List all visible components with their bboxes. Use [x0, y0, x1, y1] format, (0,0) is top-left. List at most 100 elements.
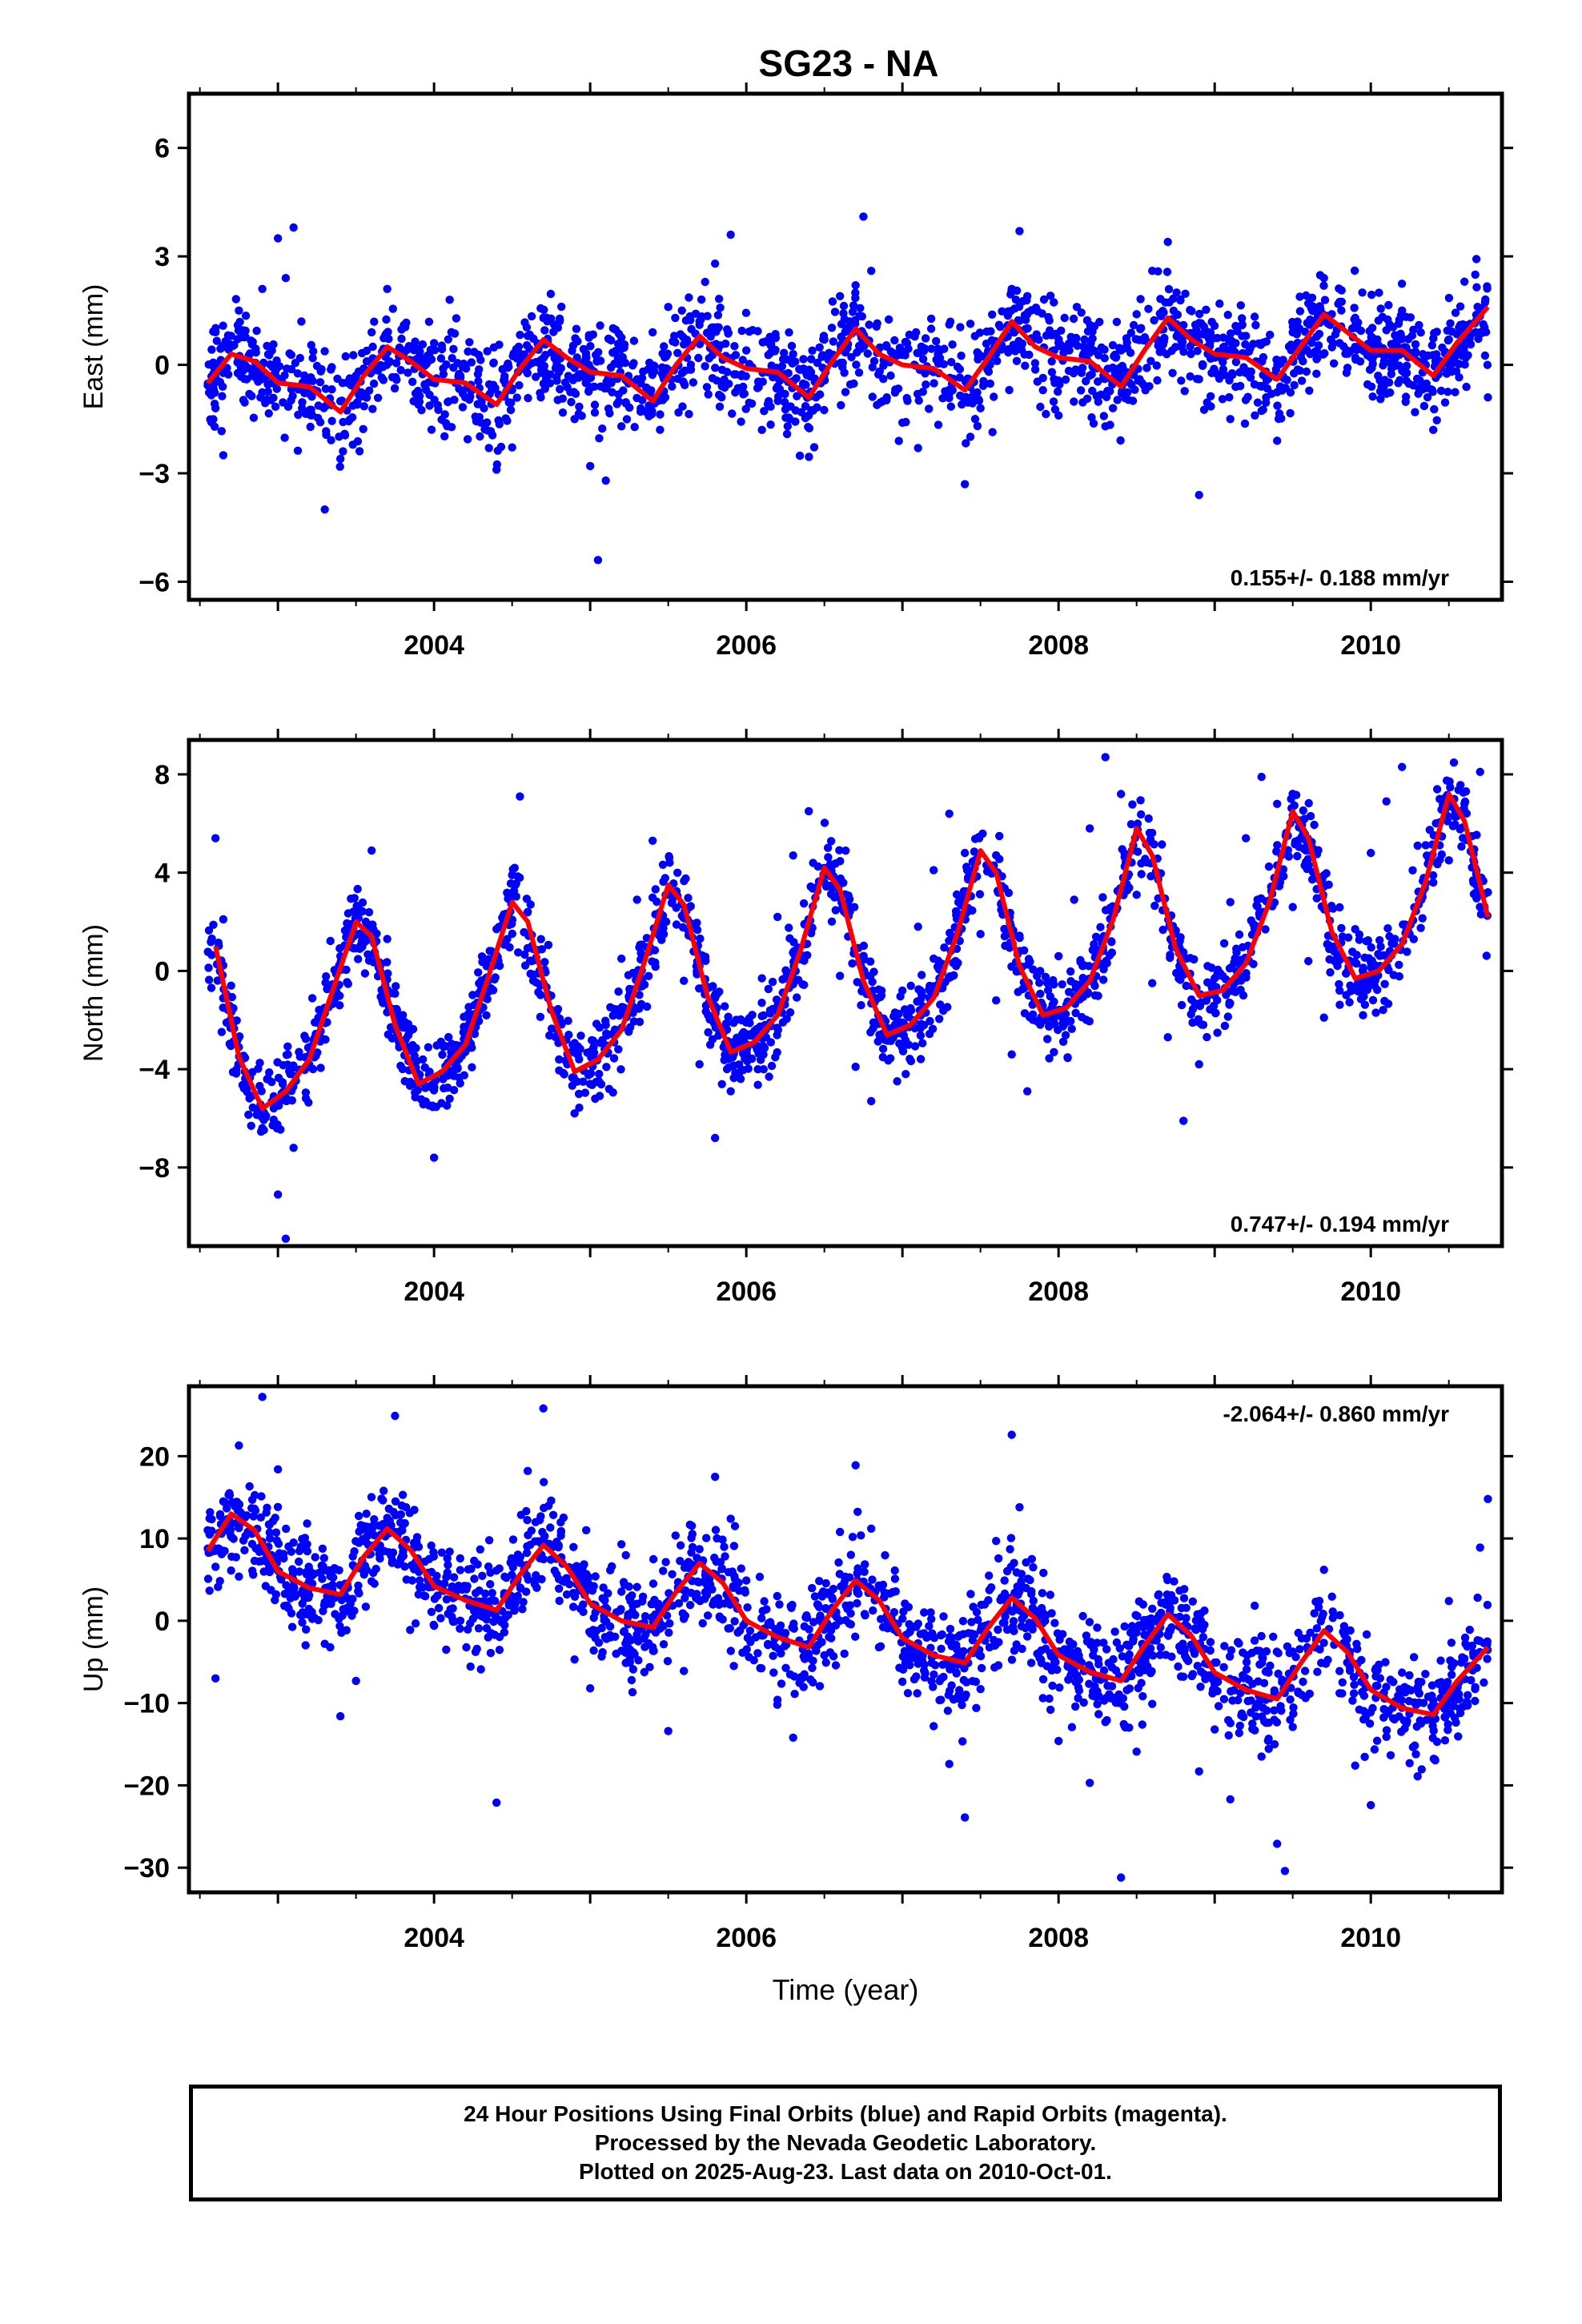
up-point [1381, 1658, 1390, 1667]
east-data-point [460, 393, 470, 402]
up-point [554, 1542, 563, 1552]
east-point [1302, 291, 1311, 300]
east-point [713, 311, 723, 320]
up-point [853, 1507, 862, 1517]
east-point [340, 431, 350, 440]
north-point [759, 1011, 768, 1020]
up-point [1465, 1626, 1475, 1634]
east-data-point [429, 339, 439, 348]
east-point [249, 413, 259, 422]
east-point [1350, 266, 1359, 275]
east-point [209, 415, 218, 424]
east-point [741, 404, 750, 413]
north-point [503, 935, 512, 943]
east-point [956, 323, 965, 332]
north-point [1182, 981, 1191, 991]
east-point [753, 377, 763, 386]
east-point [1376, 395, 1385, 404]
east-point [714, 390, 724, 400]
north-point [1333, 961, 1342, 971]
east-point [299, 371, 309, 380]
north-point [1137, 870, 1146, 879]
east-point [335, 396, 345, 406]
east-data-point [304, 389, 314, 398]
north-point [940, 943, 949, 952]
east-point [1383, 315, 1392, 324]
east-point [1022, 316, 1030, 324]
east-point [905, 330, 914, 340]
east-point [840, 315, 849, 324]
east-point [1312, 369, 1321, 378]
east-point [792, 374, 801, 383]
north-data-point [508, 870, 516, 879]
north-point [873, 1037, 882, 1046]
north-point [219, 1003, 227, 1012]
east-point [408, 377, 417, 386]
east-data-point [273, 234, 283, 243]
east-point [1297, 376, 1307, 385]
east-data-point [367, 328, 376, 337]
north-point [1195, 1001, 1205, 1011]
up-point [1039, 1568, 1048, 1578]
north-point [1476, 903, 1484, 911]
east-point [994, 320, 1004, 329]
north-point [1203, 1032, 1211, 1042]
east-point [611, 325, 620, 334]
east-point [382, 315, 391, 324]
east-point [873, 400, 881, 409]
up-point [821, 1578, 830, 1588]
east-point [702, 383, 712, 392]
east-point [1419, 401, 1429, 411]
east-point [1335, 284, 1343, 293]
north-point [1270, 898, 1279, 907]
up-point [1219, 1695, 1229, 1703]
up-point [946, 1624, 955, 1634]
north-point [444, 1071, 452, 1080]
east-point [737, 326, 746, 336]
north-data-point [570, 1109, 579, 1118]
north-point [910, 1042, 920, 1051]
up-point [589, 1646, 598, 1655]
north-point [1375, 935, 1384, 945]
east-point [1462, 382, 1471, 392]
east-point [694, 353, 703, 363]
up-point [470, 1574, 479, 1583]
east-ytick-label: −3 [139, 459, 170, 489]
north-point [428, 1103, 437, 1112]
east-point [1005, 385, 1014, 395]
north-point [1020, 1009, 1030, 1018]
up-point [421, 1592, 430, 1601]
north-point [343, 978, 351, 987]
north-point [443, 1101, 452, 1110]
east-point [1038, 309, 1046, 318]
north-point [800, 956, 809, 965]
north-point [1389, 971, 1399, 979]
up-point [640, 1667, 648, 1677]
up-point [648, 1554, 658, 1564]
east-data-point [1038, 385, 1047, 395]
north-data-point [289, 1144, 298, 1152]
east-point [1367, 382, 1376, 391]
up-point [556, 1526, 566, 1536]
north-point [1261, 925, 1270, 934]
north-data-point [1257, 772, 1266, 782]
north-point [916, 1055, 926, 1063]
east-point [1429, 334, 1438, 343]
north-point [460, 1071, 468, 1080]
north-point [1096, 923, 1105, 931]
east-point [913, 348, 921, 357]
north-point [421, 1097, 430, 1106]
east-data-point [601, 476, 610, 485]
east-point [463, 435, 472, 444]
north-point [488, 986, 498, 995]
east-point [1193, 347, 1202, 356]
east-point [294, 410, 303, 420]
up-point [627, 1675, 636, 1685]
north-point [1472, 830, 1481, 839]
east-point [705, 329, 713, 339]
east-point [1061, 375, 1070, 384]
east-point [447, 423, 456, 432]
north-point [1220, 1021, 1230, 1031]
north-data-point [367, 846, 376, 855]
east-point [785, 415, 794, 424]
